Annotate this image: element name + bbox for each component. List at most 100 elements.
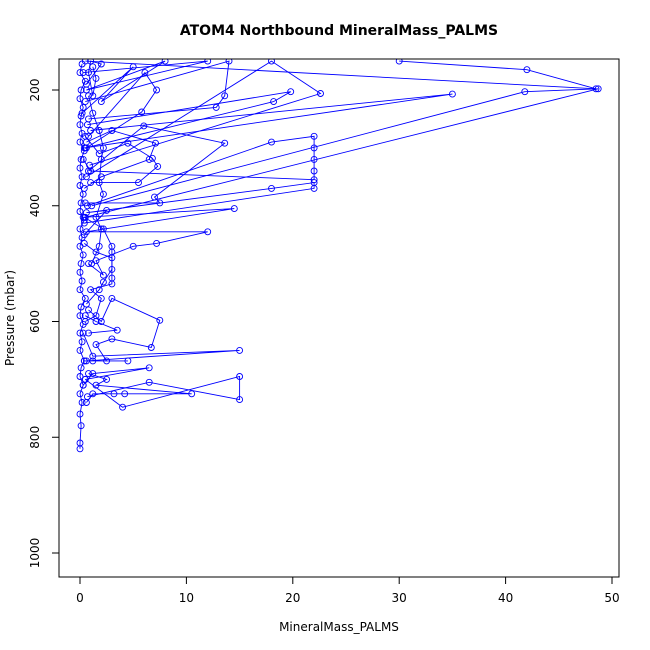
data-point <box>79 251 87 259</box>
data-point <box>87 127 95 134</box>
data-point <box>76 268 84 276</box>
data-point <box>76 373 84 380</box>
data-point <box>108 265 116 273</box>
series-line-20 <box>86 60 103 96</box>
data-point <box>236 346 244 354</box>
series-line-8 <box>82 135 315 207</box>
data-point <box>153 239 161 247</box>
series-line-12 <box>86 71 158 149</box>
data-point <box>81 375 89 383</box>
data-point <box>86 161 94 169</box>
y-axis: 200 400 600 800 1000 <box>28 79 59 569</box>
data-point <box>89 63 97 71</box>
data-point <box>145 364 153 372</box>
series-line-16 <box>84 93 453 149</box>
data-point <box>317 90 324 97</box>
x-tick-label: 30 <box>392 591 407 605</box>
data-point <box>108 242 116 250</box>
y-tick-label: 400 <box>28 194 42 217</box>
x-tick-label: 10 <box>179 591 194 605</box>
data-point <box>76 69 84 77</box>
data-point <box>221 139 229 147</box>
data-point <box>161 59 169 65</box>
data-point <box>79 381 87 389</box>
data-point <box>221 92 229 100</box>
data-point <box>77 260 85 268</box>
data-point <box>97 60 105 68</box>
data-point <box>79 155 87 163</box>
y-axis-label: Pressure (mbar) <box>3 270 17 366</box>
data-point <box>95 179 103 187</box>
data-point <box>92 74 100 82</box>
data-point <box>89 109 97 117</box>
data-point <box>268 184 275 192</box>
data-point <box>204 228 212 236</box>
series-line-1 <box>86 373 192 403</box>
data-point <box>80 231 88 239</box>
data-point <box>152 139 159 147</box>
data-point <box>76 346 84 354</box>
data-point <box>156 199 164 207</box>
data-point <box>89 370 97 378</box>
data-point <box>80 144 88 152</box>
x-tick-label: 20 <box>285 591 300 605</box>
data-point <box>268 138 275 146</box>
data-point <box>85 92 92 100</box>
data-point <box>82 300 90 308</box>
series-line-23 <box>85 315 118 334</box>
data-point <box>76 410 84 418</box>
series-line-13 <box>85 60 230 120</box>
data-point <box>77 155 85 163</box>
data-point <box>97 225 105 233</box>
data-point <box>92 213 100 221</box>
data-point <box>145 155 153 163</box>
data-point <box>236 373 244 380</box>
data-point <box>85 370 92 378</box>
data-point <box>145 378 153 386</box>
series-line-9 <box>85 125 226 204</box>
data-point <box>97 98 105 106</box>
data-point <box>89 92 97 100</box>
data-point <box>103 375 111 383</box>
data-point <box>310 132 318 140</box>
data-point <box>124 139 132 147</box>
data-point <box>81 98 89 106</box>
series-line-2 <box>85 375 241 408</box>
data-point <box>108 274 116 282</box>
data-point <box>81 59 89 65</box>
data-point <box>77 86 85 94</box>
data-point <box>76 121 84 129</box>
series-line-10 <box>84 136 159 184</box>
data-point <box>76 164 84 172</box>
y-tick-label: 1000 <box>28 538 42 569</box>
data-point <box>129 242 137 250</box>
data-point <box>85 306 92 314</box>
data-point <box>99 144 107 152</box>
data-point <box>78 399 86 406</box>
data-point <box>77 199 85 207</box>
x-tick-label: 50 <box>604 591 619 605</box>
data-point <box>76 208 84 215</box>
data-point <box>87 286 95 294</box>
data-point <box>95 242 103 250</box>
y-tick-label: 200 <box>28 79 42 102</box>
data-point <box>225 59 233 65</box>
series-line-0 <box>79 63 86 449</box>
data-point <box>95 286 103 294</box>
series-line-3 <box>84 297 161 362</box>
data-point <box>135 179 142 187</box>
series-line-17 <box>85 88 599 218</box>
data-point <box>592 85 600 93</box>
data-point <box>83 393 91 401</box>
data-point <box>103 357 111 365</box>
data-point <box>268 59 275 65</box>
data-point <box>119 403 127 411</box>
data-point <box>85 69 92 77</box>
x-tick-label: 0 <box>76 591 84 605</box>
data-point <box>95 127 103 134</box>
data-point <box>76 225 84 233</box>
data-point <box>76 286 84 294</box>
series-line-22 <box>84 243 113 305</box>
data-point <box>81 312 89 320</box>
data-point <box>79 69 87 77</box>
